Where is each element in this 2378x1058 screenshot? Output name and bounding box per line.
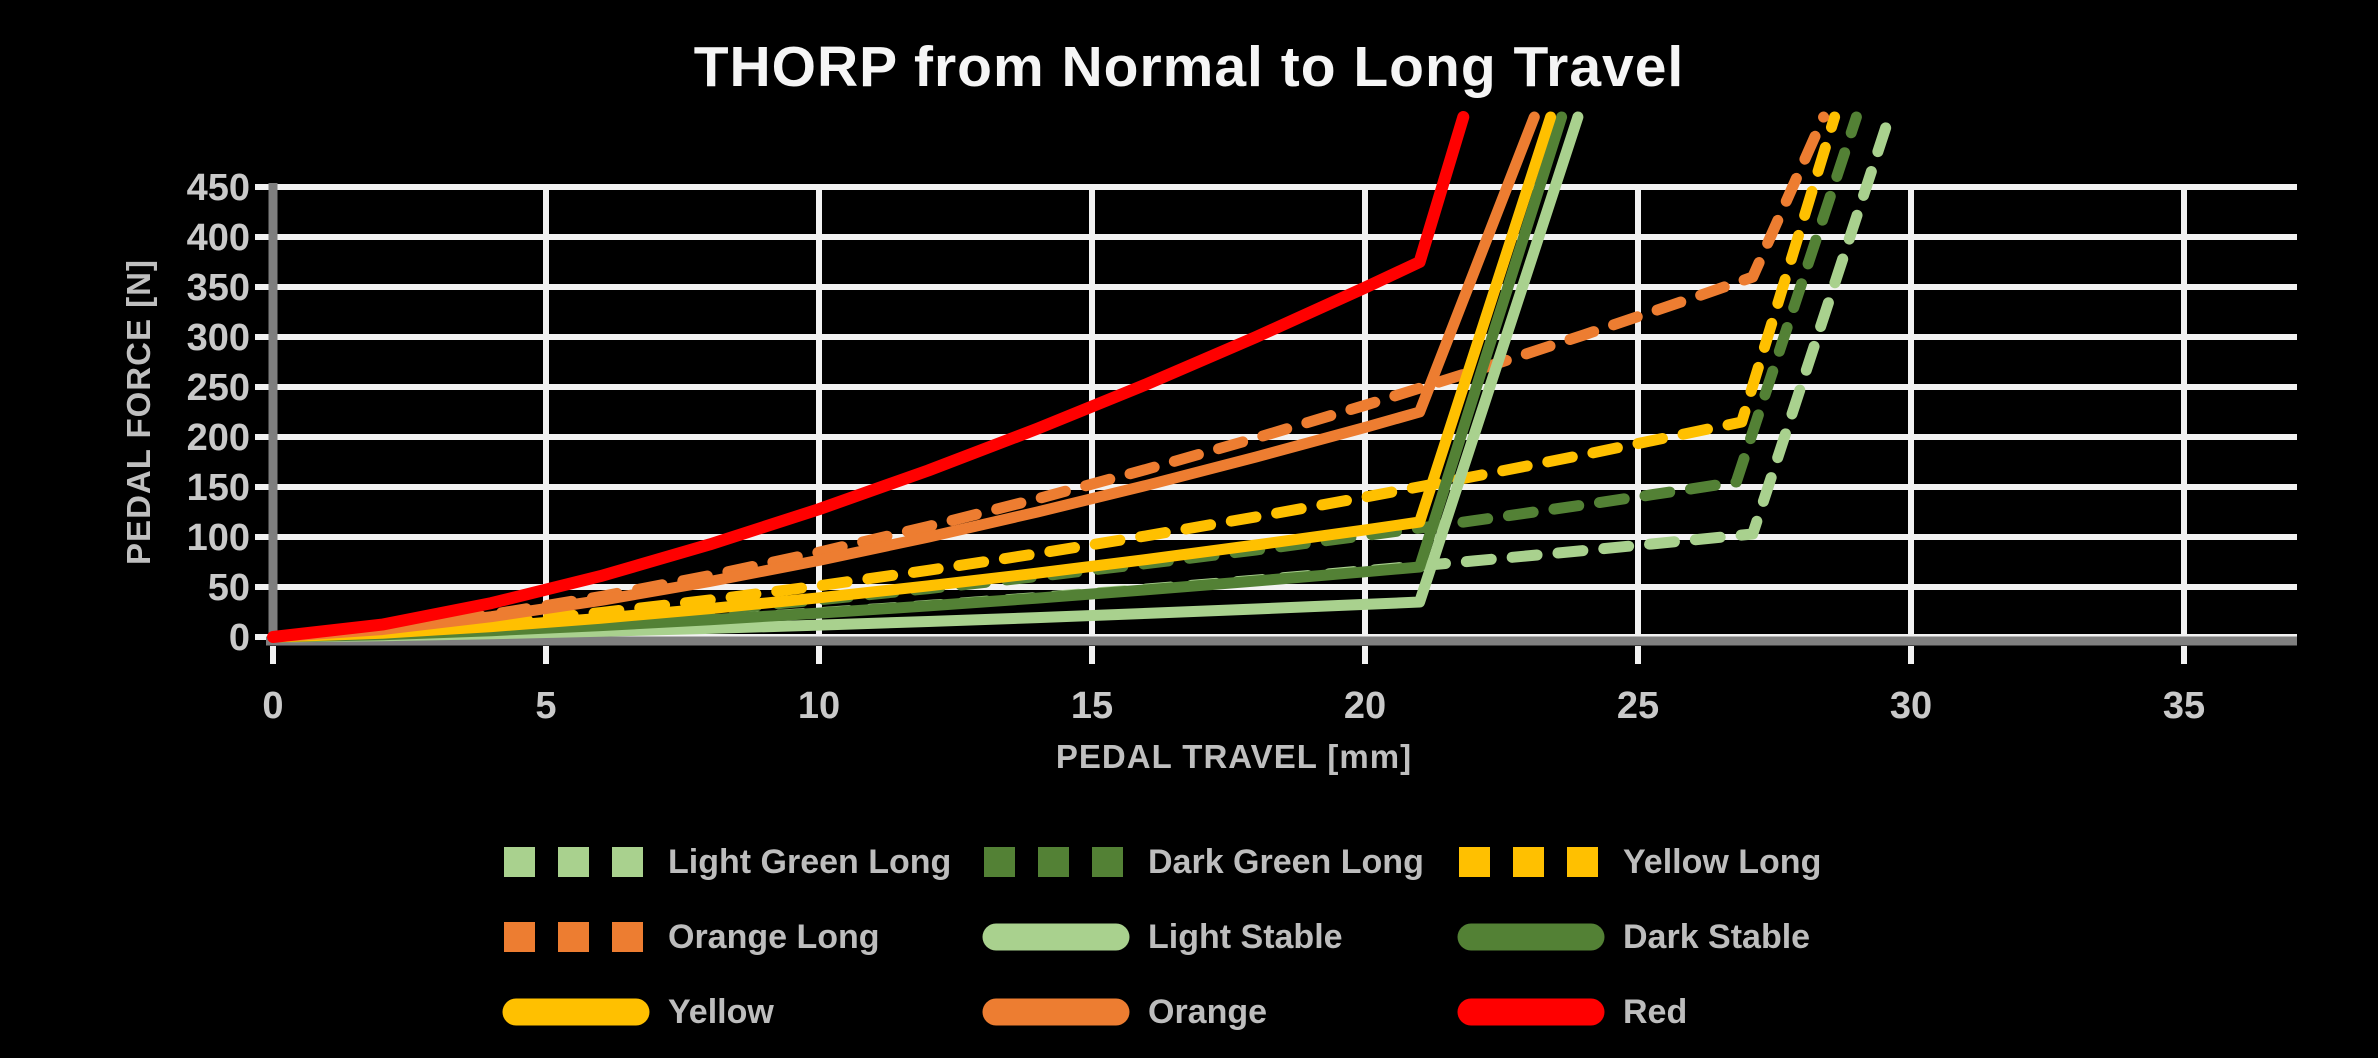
y-tick-label: 250 bbox=[187, 367, 250, 409]
legend-swatch-dashed bbox=[504, 922, 648, 952]
legend-label: Light Stable bbox=[1148, 917, 1343, 956]
y-tick-label: 300 bbox=[187, 317, 250, 359]
legend-label: Yellow Long bbox=[1623, 842, 1822, 881]
legend-swatch-solid bbox=[982, 998, 1130, 1026]
legend-item-red: Red bbox=[1455, 990, 1687, 1034]
legend-label: Red bbox=[1623, 992, 1688, 1031]
series-line-dark-green-long bbox=[267, 111, 1862, 643]
chart-title: THORP from Normal to Long Travel bbox=[693, 35, 1685, 99]
legend-item-light-green-long: Light Green Long bbox=[500, 840, 951, 884]
y-tick-label: 150 bbox=[187, 467, 250, 509]
series-line-light-stable bbox=[267, 111, 1584, 643]
line-chart: 0 5 10 15 20 25 30 3505010015020025030035040045… bbox=[120, 111, 2297, 775]
legend-swatch-solid bbox=[1457, 998, 1605, 1026]
legend-swatch-solid bbox=[502, 998, 650, 1026]
legend-item-orange-long: Orange Long bbox=[500, 915, 880, 959]
x-tick-label: 25 bbox=[1617, 685, 1659, 727]
legend-swatch-solid bbox=[982, 923, 1130, 951]
x-axis-title: PEDAL TRAVEL [mm] bbox=[1056, 738, 1412, 775]
legend-item-orange: Orange bbox=[980, 990, 1267, 1034]
legend-label: Orange bbox=[1148, 992, 1268, 1031]
y-tick-label: 0 bbox=[229, 617, 250, 659]
series-line-red bbox=[267, 111, 1470, 643]
y-tick-label: 50 bbox=[208, 567, 250, 609]
series-line-orange bbox=[267, 111, 1540, 643]
x-tick-label: 30 bbox=[1890, 685, 1932, 727]
legend-item-yellow-long: Yellow Long bbox=[1455, 840, 1821, 884]
series-lines bbox=[267, 111, 1895, 643]
y-tick-label: 400 bbox=[187, 217, 250, 259]
axes bbox=[266, 183, 2297, 646]
legend-label: Dark Green Long bbox=[1148, 842, 1424, 881]
legend-swatch-dashed bbox=[984, 847, 1128, 877]
x-tick-label: 35 bbox=[2163, 685, 2205, 727]
y-tick-label: 350 bbox=[187, 267, 250, 309]
legend-label: Yellow bbox=[668, 992, 774, 1031]
y-tick-label: 100 bbox=[187, 517, 250, 559]
legend-item-dark-green-long: Dark Green Long bbox=[980, 840, 1424, 884]
y-axis-title: PEDAL FORCE [N] bbox=[120, 259, 157, 565]
legend-item-light-stable: Light Stable bbox=[980, 915, 1343, 959]
legend-label: Orange Long bbox=[668, 917, 880, 956]
y-tick-label: 200 bbox=[187, 417, 250, 459]
tick-labels: 0 5 10 15 20 25 30 3505010015020025030035040045… bbox=[187, 167, 2206, 727]
series-line-yellow-long bbox=[267, 111, 1841, 643]
series-line-yellow bbox=[267, 111, 1557, 643]
x-tick-label: 10 bbox=[798, 685, 840, 727]
legend-swatch-dashed bbox=[504, 847, 648, 877]
legend-item-yellow: Yellow bbox=[500, 990, 774, 1034]
x-tick-label: 5 bbox=[535, 685, 556, 727]
x-tick-label: 15 bbox=[1071, 685, 1113, 727]
legend-swatch-dashed bbox=[1459, 847, 1603, 877]
legend-label: Light Green Long bbox=[668, 842, 952, 881]
legend-label: Dark Stable bbox=[1623, 917, 1811, 956]
x-tick-label: 20 bbox=[1344, 685, 1386, 727]
gridlines bbox=[255, 184, 2297, 664]
series-line-light-green-long bbox=[267, 111, 1895, 643]
series-line-orange-long bbox=[267, 111, 1830, 643]
legend-item-dark-stable: Dark Stable bbox=[1455, 915, 1810, 959]
x-tick-label: 0 bbox=[262, 685, 283, 727]
y-tick-label: 450 bbox=[187, 167, 250, 209]
legend-swatch-solid bbox=[1457, 923, 1605, 951]
series-line-dark-stable bbox=[267, 111, 1568, 643]
